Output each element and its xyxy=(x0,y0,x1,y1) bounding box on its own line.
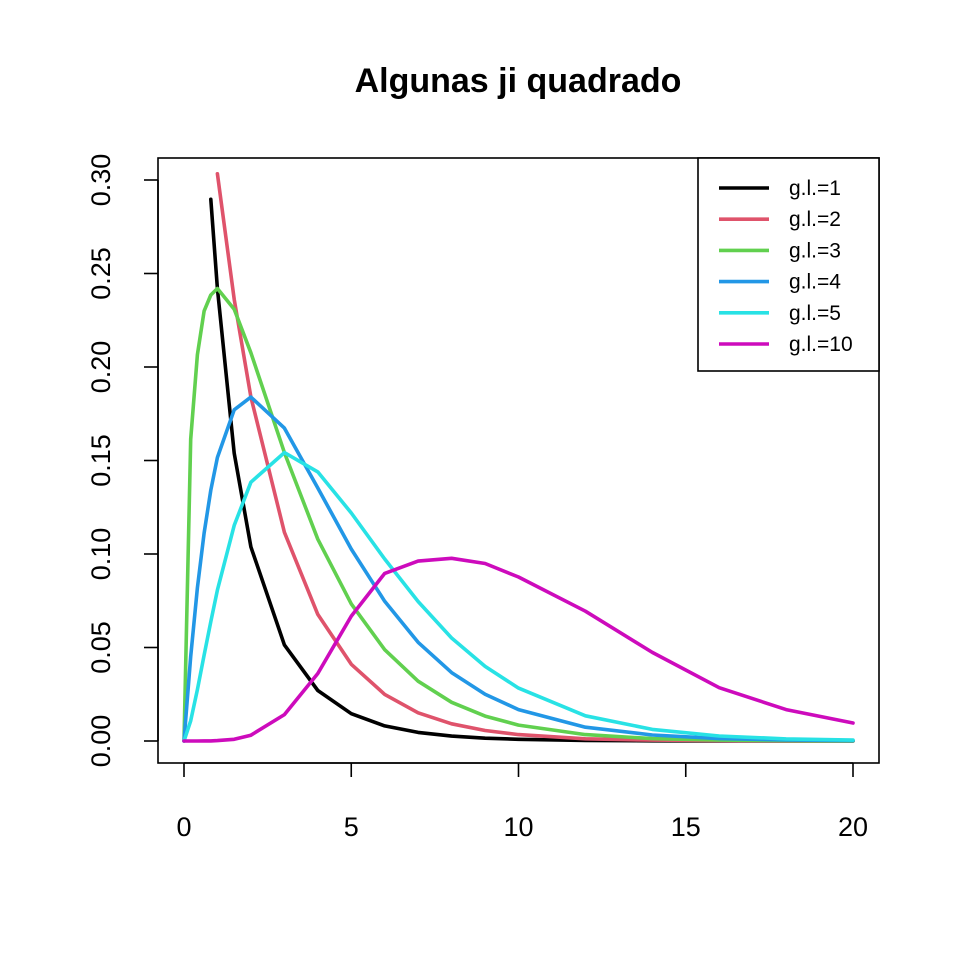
y-tick-label: 0.20 xyxy=(86,341,116,394)
x-tick-label: 15 xyxy=(671,812,701,842)
legend-label: g.l.=3 xyxy=(789,239,841,262)
x-tick-label: 0 xyxy=(176,812,191,842)
y-tick-label: 0.25 xyxy=(86,247,116,300)
plot-area xyxy=(182,172,855,743)
legend-label: g.l.=10 xyxy=(789,333,853,356)
series-line-4 xyxy=(182,395,855,743)
legend-label: g.l.=1 xyxy=(789,177,841,200)
y-tick-label: 0.10 xyxy=(86,528,116,581)
legend-label: g.l.=5 xyxy=(789,302,841,325)
plot-frame xyxy=(157,157,880,764)
y-tick-label: 0.05 xyxy=(86,621,116,674)
legend-box xyxy=(697,157,880,372)
x-tick-label: 10 xyxy=(503,812,533,842)
x-tick-label: 5 xyxy=(344,812,359,842)
legend: g.l.=1 g.l.=2 g.l.=3 g.l.=4 g.l.=5 g.l.=10 xyxy=(697,157,880,372)
chart-title: Algunas ji quadrado xyxy=(355,62,682,100)
y-tick-label: 0.15 xyxy=(86,434,116,487)
series-line-3 xyxy=(182,286,855,743)
y-tick-label: 0.00 xyxy=(86,715,116,768)
legend-label: g.l.=4 xyxy=(789,271,841,294)
series-line-5 xyxy=(182,450,855,743)
x-tick-label: 20 xyxy=(838,812,868,842)
y-tick-label: 0.30 xyxy=(86,154,116,207)
legend-label: g.l.=2 xyxy=(789,208,841,231)
series-line-6 xyxy=(182,556,855,743)
